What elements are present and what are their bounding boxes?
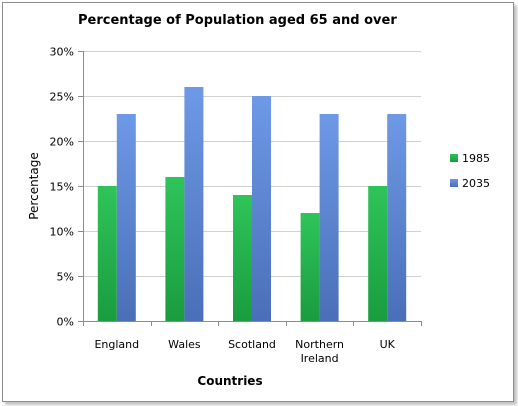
y-tick-label: 0% <box>57 316 74 329</box>
bars <box>97 87 407 321</box>
x-tick-label-line: England <box>94 338 139 351</box>
x-tick-label-line: Scotland <box>228 338 276 351</box>
bar-1985-northern-ireland <box>300 213 320 321</box>
x-tick-label: UK <box>380 338 396 351</box>
x-tick-label: Wales <box>168 338 201 351</box>
y-tick-label: 20% <box>50 136 74 149</box>
axes: 0% 5% 10% 15% 20% 25% 30% England Wales Scotland N… <box>50 46 422 365</box>
chart-title: Percentage of Population aged 65 and ove… <box>78 13 397 28</box>
y-tick-label: 30% <box>50 46 74 59</box>
bar-2035-england <box>116 114 136 321</box>
legend-label-2035: 2035 <box>462 177 490 190</box>
x-tick-label-line: UK <box>380 338 396 351</box>
y-tick-label: 15% <box>50 181 74 194</box>
x-tick-label: Scotland <box>228 338 276 351</box>
x-tick-label: Northern Ireland <box>295 338 344 365</box>
legend-label-1985: 1985 <box>462 152 490 165</box>
x-tick-label-line: Ireland <box>301 352 339 365</box>
bar-2035-scotland <box>252 96 271 321</box>
y-tick-label: 10% <box>50 226 74 239</box>
bar-2035-northern-ireland <box>319 114 339 321</box>
x-axis-title: Countries <box>197 374 262 388</box>
bar-1985-england <box>97 186 117 321</box>
bar-1985-uk <box>368 186 388 321</box>
x-tick-label: England <box>94 338 139 351</box>
y-tick-label: 5% <box>57 271 74 284</box>
legend-swatch-2035 <box>450 179 458 187</box>
x-tick-label-line: Northern <box>295 338 344 351</box>
y-tick-label: 25% <box>50 91 74 104</box>
bar-2035-uk <box>387 114 407 321</box>
bar-1985-wales <box>165 177 185 321</box>
bar-2035-wales <box>184 87 204 321</box>
legend-swatch-1985 <box>450 154 458 162</box>
y-axis-title: Percentage <box>27 152 41 220</box>
legend: 1985 2035 <box>450 152 490 190</box>
x-tick-label-line: Wales <box>168 338 201 351</box>
bar-1985-scotland <box>233 195 252 321</box>
